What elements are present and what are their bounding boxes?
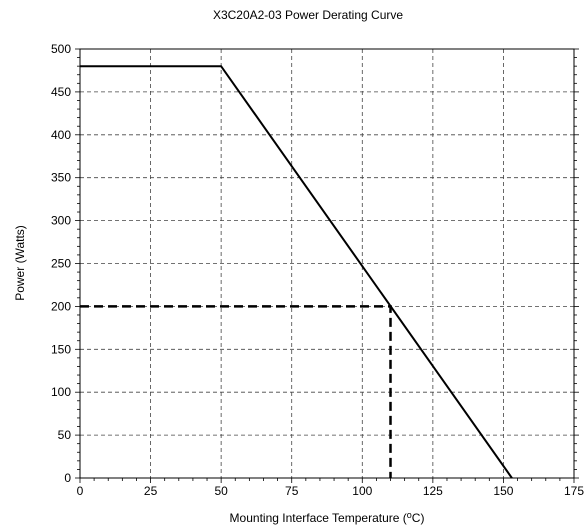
x-tick-label: 175 [564,484,584,498]
y-tick-label: 200 [51,299,71,313]
y-tick-label: 50 [58,428,72,442]
x-tick-label: 25 [144,484,158,498]
x-tick-label: 50 [214,484,228,498]
y-tick-label: 0 [64,471,71,485]
y-tick-label: 100 [51,385,71,399]
operating-point-line [80,305,392,478]
y-tick-label: 450 [51,85,71,99]
y-tick-label: 300 [51,214,71,228]
plot-frame [79,48,575,479]
chart-title: X3C20A2-03 Power Derating Curve [213,8,403,22]
y-tick-label: 150 [51,342,71,356]
derating-curve-line [80,65,513,479]
x-tick-label: 0 [77,484,84,498]
x-tick-label: 150 [493,484,513,498]
x-tick-label: 100 [352,484,372,498]
y-tick-label: 500 [51,42,71,56]
x-tick-labels: 0 25 50 75 100 125 150 175 [77,484,585,498]
x-tick-label: 125 [423,484,443,498]
x-axis-title-main: Mounting Interface Temperature ( [230,511,407,525]
grid [80,49,574,478]
y-tick-label: 250 [51,257,71,271]
x-axis-title: Mounting Interface Temperature (oC) [230,510,425,525]
x-axis-title-superscript: o [407,510,412,520]
x-axis-title-end: C) [412,511,425,525]
series-group [80,65,513,479]
y-tick-label: 400 [51,128,71,142]
x-tick-label: 75 [285,484,299,498]
y-tick-label: 350 [51,171,71,185]
y-tick-labels: 0 50 100 150 200 250 300 350 400 450 500 [51,42,71,485]
y-axis-title: Power (Watts) [13,225,27,301]
